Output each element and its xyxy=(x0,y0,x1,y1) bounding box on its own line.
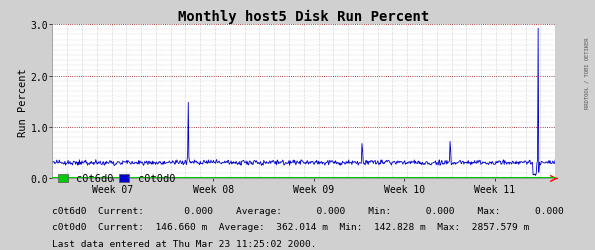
Title: Monthly host5 Disk Run Percent: Monthly host5 Disk Run Percent xyxy=(178,10,430,24)
Text: RRDTOOL / TOBI OETIKER: RRDTOOL / TOBI OETIKER xyxy=(585,38,590,109)
Text: c0t6d0  Current:       0.000    Average:      0.000    Min:      0.000    Max:  : c0t6d0 Current: 0.000 Average: 0.000 Min… xyxy=(52,206,564,215)
Text: Last data entered at Thu Mar 23 11:25:02 2000.: Last data entered at Thu Mar 23 11:25:02… xyxy=(52,240,317,248)
Y-axis label: Run Percent: Run Percent xyxy=(18,68,28,136)
Legend: c0t6d0, c0t0d0: c0t6d0, c0t0d0 xyxy=(58,174,176,184)
Text: c0t0d0  Current:  146.660 m  Average:  362.014 m  Min:  142.828 m  Max:  2857.57: c0t0d0 Current: 146.660 m Average: 362.0… xyxy=(52,222,530,232)
